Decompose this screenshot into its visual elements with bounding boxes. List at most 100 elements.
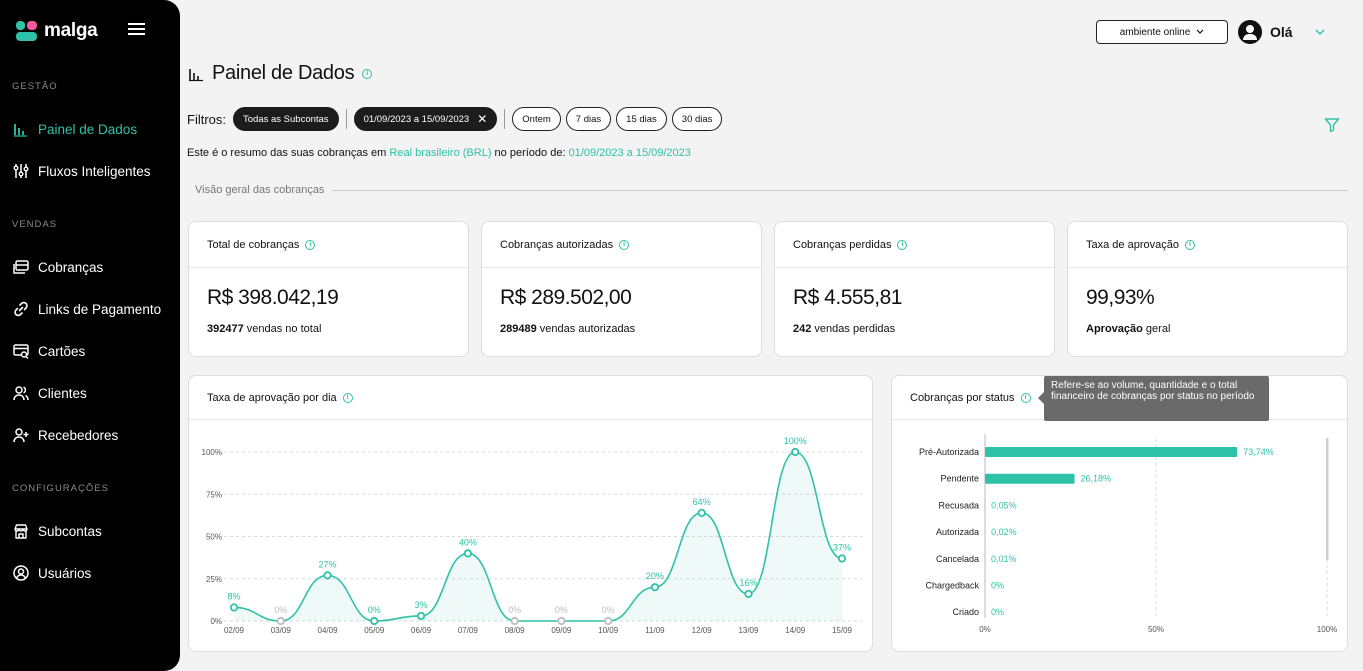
sidebar-item-painel-de-dados[interactable]: Painel de Dados <box>12 119 137 139</box>
info-icon[interactable]: i <box>342 392 353 403</box>
x-tick-label: 50% <box>1148 625 1164 634</box>
card-sub-label: geral <box>1145 323 1171 335</box>
environment-select[interactable]: ambiente online <box>1096 20 1228 44</box>
data-label: 37% <box>833 542 851 552</box>
data-label: 0% <box>274 605 287 615</box>
subaccount-filter-label: Todas as Subcontas <box>243 113 329 125</box>
close-icon[interactable]: ✕ <box>477 112 488 126</box>
x-tick-label: 08/09 <box>505 626 526 635</box>
data-label: 8% <box>227 591 240 601</box>
data-label: 3% <box>415 600 428 610</box>
x-tick-label: 02/09 <box>224 626 245 635</box>
data-point[interactable] <box>229 603 239 612</box>
menu-toggle-icon[interactable] <box>128 23 145 36</box>
filter-icon[interactable] <box>1324 117 1340 133</box>
quick-filter-yesterday[interactable]: Ontem <box>512 107 561 131</box>
user-circle-icon <box>13 565 29 581</box>
data-point[interactable] <box>510 616 519 626</box>
card-subtitle: 242 vendas perdidas <box>793 323 895 335</box>
info-icon[interactable]: i <box>1184 239 1195 250</box>
card-count: 392477 <box>207 323 244 335</box>
info-icon[interactable]: i <box>619 239 630 250</box>
sidebar-item-cobran-as[interactable]: Cobranças <box>12 257 103 277</box>
y-tick-label: 0% <box>210 617 222 626</box>
card-search-icon <box>13 344 29 359</box>
data-label: 0% <box>991 607 1004 617</box>
info-icon[interactable]: i <box>1020 392 1031 403</box>
data-label: 73,74% <box>1243 447 1274 457</box>
info-icon[interactable]: i <box>305 239 316 250</box>
card-title: Taxa de aprovação <box>1086 238 1179 251</box>
data-label: 100% <box>784 436 807 446</box>
data-point[interactable] <box>323 571 332 580</box>
card-authorized-charges: Cobranças autorizadas i R$ 289.502,00 289… <box>481 221 762 357</box>
brand-name: malga <box>44 20 98 41</box>
data-point[interactable] <box>416 611 426 621</box>
quick-filter-7d[interactable]: 7 dias <box>565 107 612 131</box>
sidebar-section-title: CONFIGURAÇÕES <box>12 483 109 494</box>
date-range-filter[interactable]: 01/09/2023 a 15/09/2023 ✕ <box>353 107 498 131</box>
card-count: Aprovação <box>1086 323 1143 335</box>
filters-label: Filtros: <box>187 111 226 127</box>
users-icon <box>13 386 29 401</box>
data-label: 27% <box>319 559 337 569</box>
sidebar-item-subcontas[interactable]: Subcontas <box>12 521 102 541</box>
bar[interactable] <box>985 473 1075 484</box>
data-point[interactable] <box>650 583 660 592</box>
sidebar: malga GESTÃO Painel de Dados Fluxos Inteli… <box>0 0 180 671</box>
sidebar-item-label: Links de Pagamento <box>38 301 162 317</box>
quick-filter-15d[interactable]: 15 dias <box>616 107 667 131</box>
chevron-down-icon <box>1196 29 1204 34</box>
bar[interactable] <box>985 447 1238 457</box>
data-point[interactable] <box>604 616 613 626</box>
x-tick-label: 09/09 <box>551 626 572 635</box>
sidebar-item-recebedores[interactable]: Recebedores <box>12 425 118 445</box>
data-point[interactable] <box>697 508 706 517</box>
info-icon[interactable]: i <box>897 239 908 250</box>
card-sub-label: vendas no total <box>246 323 322 335</box>
sidebar-item-cart-es[interactable]: Cartões <box>12 341 85 361</box>
data-label: 0% <box>555 605 568 615</box>
scrollbar[interactable] <box>1326 438 1329 560</box>
category-label: Chargedback <box>925 581 979 591</box>
data-label: 0% <box>602 605 615 615</box>
charges-icon <box>13 260 29 274</box>
x-tick-label: 03/09 <box>271 626 292 635</box>
data-point[interactable] <box>744 589 753 599</box>
x-tick-label: 06/09 <box>411 626 432 635</box>
x-tick-label: 07/09 <box>458 626 479 635</box>
data-point[interactable] <box>557 616 566 626</box>
summary-middle: no período de: <box>494 147 566 159</box>
data-label: 40% <box>459 537 477 547</box>
summary-text: Este é o resumo das suas cobranças em Re… <box>187 147 691 159</box>
chart-title: Taxa de aprovação por dia <box>207 391 337 404</box>
info-icon[interactable]: i <box>362 68 373 79</box>
sidebar-item-clientes[interactable]: Clientes <box>12 383 87 403</box>
chart-title: Cobranças por status <box>910 391 1015 404</box>
logo[interactable]: malga <box>16 20 98 42</box>
card-subtitle: 289489 vendas autorizadas <box>500 323 635 335</box>
environment-value: ambiente online <box>1119 26 1191 38</box>
data-point[interactable] <box>791 447 800 457</box>
category-label: Pré-Autorizada <box>919 447 979 457</box>
data-label: 0% <box>508 605 521 615</box>
chevron-down-icon[interactable] <box>1315 28 1325 36</box>
sidebar-item-usu-rios[interactable]: Usuários <box>12 563 91 583</box>
card-sub-label: vendas perdidas <box>814 323 896 335</box>
sliders-icon <box>13 164 29 178</box>
user-menu[interactable]: Olá <box>1238 20 1325 44</box>
sidebar-item-links-de-pagamento[interactable]: Links de Pagamento <box>12 299 161 319</box>
tooltip: Refere-se ao volume, quantidade e o tota… <box>1038 376 1269 421</box>
data-point[interactable] <box>463 549 472 558</box>
page-title: Painel de Dados i <box>188 62 373 85</box>
data-label: 16% <box>739 578 757 588</box>
sidebar-item-fluxos-inteligentes[interactable]: Fluxos Inteligentes <box>12 161 151 181</box>
data-point[interactable] <box>370 616 379 626</box>
data-label: 64% <box>693 497 711 507</box>
data-point[interactable] <box>276 616 285 626</box>
card-title: Cobranças autorizadas <box>500 238 614 251</box>
quick-filter-30d[interactable]: 30 dias <box>671 107 723 131</box>
subaccount-filter[interactable]: Todas as Subcontas <box>233 107 339 131</box>
data-label: 0% <box>368 605 381 615</box>
data-point[interactable] <box>837 554 847 563</box>
